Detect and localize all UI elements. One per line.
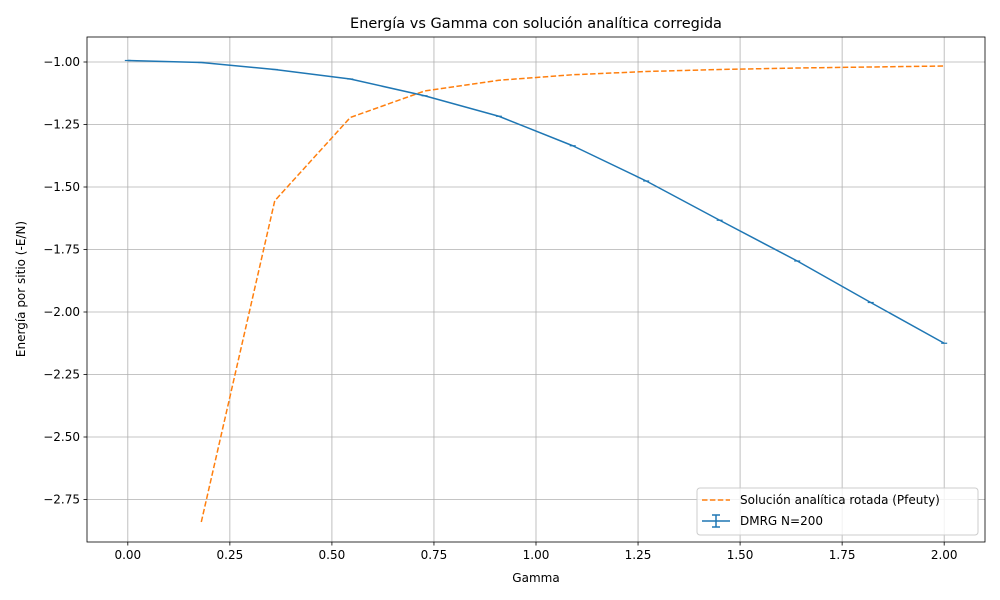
x-tick-label: 1.25: [625, 548, 652, 562]
y-tick-label: −1.00: [43, 55, 80, 69]
y-axis-label: Energía por sitio (-E/N): [14, 221, 28, 357]
y-tick-label: −2.25: [43, 368, 80, 382]
y-tick-label: −2.00: [43, 305, 80, 319]
x-axis-label: Gamma: [512, 571, 559, 585]
axis-ticks: 0.00 0.25 0.50 0.75 1.00 1.25 1.50 1.75 2.00 −1.0…: [43, 55, 957, 562]
x-tick-label: 0.50: [319, 548, 346, 562]
y-tick-label: −1.75: [43, 243, 80, 257]
legend-box: [696, 487, 979, 536]
chart-title: Energía vs Gamma con solución analítica …: [350, 16, 722, 32]
legend-swatch-dmrg: [702, 514, 730, 528]
grid: [87, 37, 985, 542]
series-lines: [124, 59, 948, 523]
x-tick-label: 1.75: [829, 548, 856, 562]
y-tick-label: −1.50: [43, 180, 80, 194]
x-tick-label: 1.50: [727, 548, 754, 562]
x-tick-label: 2.00: [931, 548, 958, 562]
legend-label-analytic: Solución analítica rotada (Pfeuty): [740, 493, 940, 507]
y-tick-label: −1.25: [43, 118, 80, 132]
legend-label-dmrg: DMRG N=200: [740, 514, 823, 528]
x-tick-label: 1.00: [523, 548, 550, 562]
y-tick-label: −2.50: [43, 430, 80, 444]
series-line-0: [200, 65, 945, 523]
plot-area-frame: [86, 36, 986, 543]
x-tick-label: 0.25: [217, 548, 244, 562]
x-tick-label: 0.00: [114, 548, 141, 562]
x-tick-label: 0.75: [421, 548, 448, 562]
legend: Solución analítica rotada (Pfeuty) DMRG …: [696, 487, 979, 536]
series-line-1: [127, 59, 945, 344]
y-tick-label: −2.75: [43, 493, 80, 507]
